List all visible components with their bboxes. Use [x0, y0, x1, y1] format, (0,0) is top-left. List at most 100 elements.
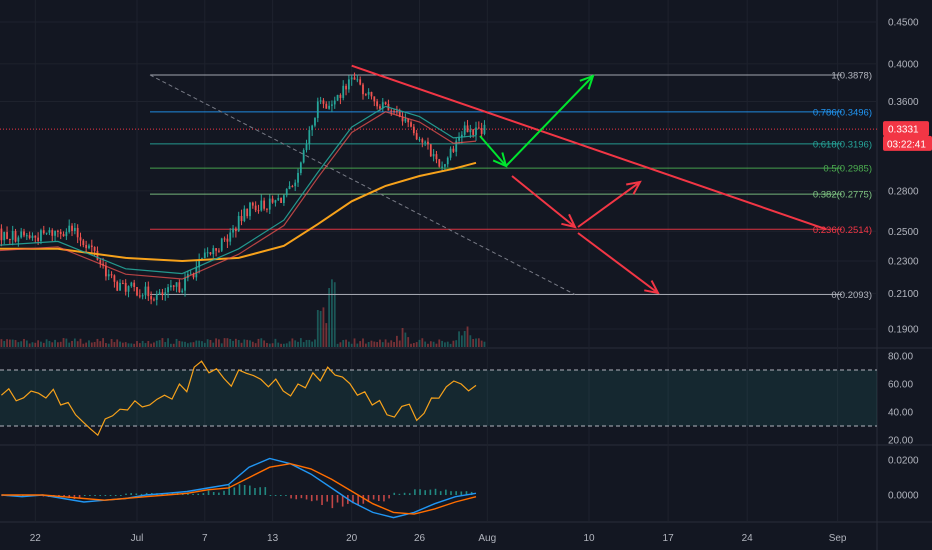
candle-body [297, 172, 299, 183]
volume-bar [28, 343, 31, 347]
candle-body [263, 200, 266, 209]
macd-hist-bar [362, 495, 365, 504]
macd-pane [1, 457, 477, 519]
volume-bar [144, 343, 147, 347]
candle-body [212, 248, 215, 255]
candle-body [427, 141, 429, 145]
macd-hist-bar [398, 493, 401, 495]
candle-body [161, 292, 164, 296]
candle-body [175, 282, 178, 287]
candle-body [246, 208, 249, 217]
volume-bar [138, 343, 141, 347]
candle-body [138, 295, 141, 297]
volume-bar [359, 341, 362, 347]
fib-level-label: 1(0.3878) [831, 70, 872, 81]
volume-bar [364, 343, 367, 347]
price-tick-label: 0.3600 [888, 97, 919, 108]
descending-trendline [351, 64, 827, 231]
candle-body [130, 282, 133, 287]
volume-bar [362, 338, 364, 347]
candle-body [17, 237, 20, 242]
volume-bar [246, 339, 249, 347]
volume-bar [305, 339, 308, 347]
volume-bar [370, 340, 373, 347]
candle-body [206, 252, 209, 254]
volume-bar [319, 310, 322, 347]
candle-body [438, 159, 441, 167]
volume-bar [71, 340, 73, 347]
candle-body [136, 286, 138, 296]
macd-hist-bar [218, 492, 220, 495]
candle-body [398, 111, 401, 117]
volume-bar [25, 340, 28, 347]
drawings[interactable] [351, 64, 827, 295]
candle-body [172, 285, 175, 287]
ma-fast-line [0, 105, 477, 275]
candle-body [441, 166, 443, 168]
candle-body [308, 130, 311, 145]
volume-bar [90, 342, 93, 347]
macd-hist-bar [238, 484, 241, 495]
price-badges: 0.3331 03:22:41 [883, 121, 932, 151]
volume-bar [116, 339, 119, 347]
volume-bar [299, 338, 302, 347]
candle-body [415, 133, 418, 140]
volume-bar [449, 343, 452, 347]
volume-bar [336, 343, 339, 347]
volume-bar [167, 338, 169, 347]
volume-bar [285, 343, 288, 347]
volume-bar [158, 340, 161, 347]
volume-bar [280, 343, 282, 347]
price-tick-label: 0.4000 [888, 59, 919, 70]
macd-hist-bar [120, 495, 122, 496]
volume-bar [23, 338, 25, 347]
volume-bar [331, 279, 333, 347]
volume-bar [432, 341, 435, 347]
volume-bar [347, 341, 350, 347]
candle-body [475, 127, 477, 135]
volume-bar [376, 342, 379, 347]
candle-body [158, 292, 161, 295]
candle-body [370, 91, 373, 97]
volume-bar [79, 338, 82, 347]
candle-body [121, 282, 124, 284]
candle-body [119, 282, 121, 291]
candle-body [8, 238, 11, 240]
candle-body [446, 157, 449, 165]
candle-body [283, 195, 285, 203]
volume-bar [254, 343, 257, 347]
osc-tick-label: 60.00 [888, 380, 913, 391]
macd-hist-bar [326, 495, 328, 502]
volume-bar [229, 338, 232, 347]
candle-body [407, 118, 410, 123]
volume-bar [455, 340, 458, 347]
volume-bar [133, 343, 136, 347]
candle-body [232, 228, 234, 233]
osc-tick-label: 20.00 [888, 436, 913, 447]
candle-body [339, 94, 342, 98]
volume-bar [82, 343, 85, 347]
volume-bar [257, 338, 260, 347]
candle-body [48, 230, 51, 233]
fib-level-label: 0.5(0.2985) [823, 164, 872, 175]
time-tick-label: Jul [131, 533, 144, 544]
macd-hist-bar [212, 491, 215, 495]
macd-hist-bar [104, 495, 107, 496]
volume-bar [441, 340, 443, 347]
volume-bar [54, 339, 56, 347]
candle-body [99, 259, 102, 264]
volume-bar [469, 335, 472, 347]
volume-bar [223, 338, 226, 347]
fib-retracement[interactable]: 1(0.3878) 0.786(0.3496) 0.618(0.3196) 0.5(0… [149, 70, 872, 301]
volume-bar [251, 341, 254, 347]
candle-body [257, 210, 260, 212]
volume-bar [206, 339, 209, 347]
candle-body [444, 164, 446, 167]
volume-bar [446, 341, 449, 347]
volume-bar [314, 339, 316, 347]
candle-body [40, 230, 42, 242]
macd-hist-bar [145, 492, 148, 495]
macd-hist-bar [259, 487, 261, 495]
